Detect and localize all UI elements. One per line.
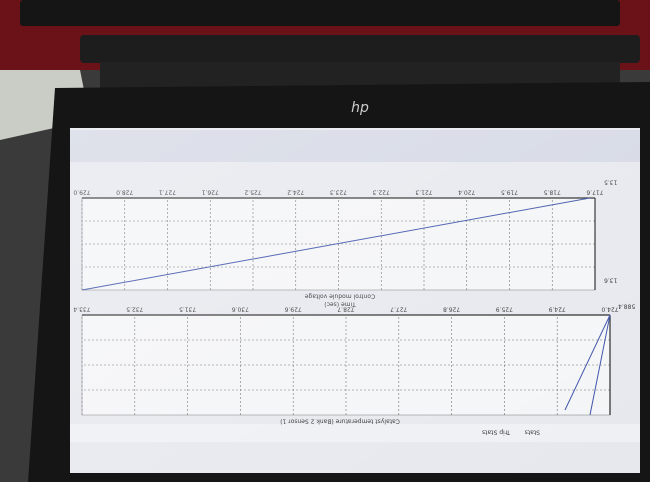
keys: [20, 0, 620, 26]
glare: [70, 128, 640, 473]
logo: hp: [351, 100, 369, 116]
hinge: [80, 35, 640, 63]
